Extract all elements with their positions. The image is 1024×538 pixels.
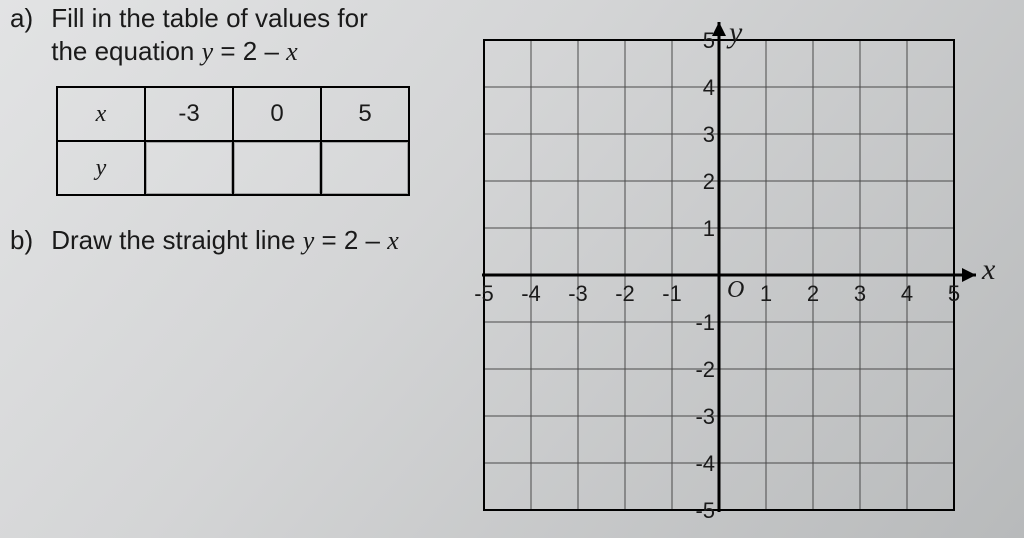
y-tick-label: 5 [687,28,715,54]
coordinate-grid: y x O -5-4-3-2-11234554321-1-2-3-4-5 [454,20,1014,538]
part-a-line2-prefix: the equation [51,36,201,66]
table-cell-blank[interactable] [145,141,233,195]
table-cell: 0 [233,87,321,141]
y-tick-label: -5 [687,498,715,524]
origin-label: O [727,277,744,304]
y-tick-label: 4 [687,75,715,101]
eq-mid2: = 2 – [314,225,387,255]
x-axis-label: x [982,253,995,287]
table-row: y [57,141,409,195]
table-head-y: y [57,141,145,195]
eq-y: y [202,37,214,66]
y-tick-label: 3 [687,122,715,148]
part-a-line1: Fill in the table of values for [51,3,368,33]
part-b-label: b) [10,224,44,257]
y-tick-label: -1 [687,310,715,336]
x-tick-label: -2 [611,281,639,307]
x-tick-label: 3 [846,281,874,307]
x-tick-label: -5 [470,281,498,307]
x-tick-label: 2 [799,281,827,307]
x-tick-label: 5 [940,281,968,307]
table-cell: 5 [321,87,409,141]
eq-mid: = 2 – [213,36,286,66]
eq-y2: y [303,226,315,255]
part-b-prompt: b) Draw the straight line y = 2 – x [10,224,440,258]
part-a-prompt: a) Fill in the table of values for the e… [10,2,440,68]
x-tick-label: 1 [752,281,780,307]
eq-x2: x [387,226,399,255]
x-tick-label: -4 [517,281,545,307]
eq-x: x [286,37,298,66]
worksheet-page: a) Fill in the table of values for the e… [0,0,1024,538]
part-b-text-prefix: Draw the straight line [51,225,302,255]
y-tick-label: -3 [687,404,715,430]
y-tick-label: -4 [687,451,715,477]
x-tick-label: -3 [564,281,592,307]
table-cell: -3 [145,87,233,141]
table-cell-blank[interactable] [233,141,321,195]
x-tick-label: -1 [658,281,686,307]
y-tick-label: 2 [687,169,715,195]
part-a-text: Fill in the table of values for the equa… [51,2,431,68]
table-cell-blank[interactable] [321,141,409,195]
part-a-label: a) [10,2,44,35]
y-axis-label: y [729,16,742,50]
x-tick-label: 4 [893,281,921,307]
y-tick-label: -2 [687,357,715,383]
table-head-x: x [57,87,145,141]
y-tick-label: 1 [687,216,715,242]
table-row: x -3 0 5 [57,87,409,141]
left-column: a) Fill in the table of values for the e… [10,2,440,258]
values-table: x -3 0 5 y [56,86,410,196]
